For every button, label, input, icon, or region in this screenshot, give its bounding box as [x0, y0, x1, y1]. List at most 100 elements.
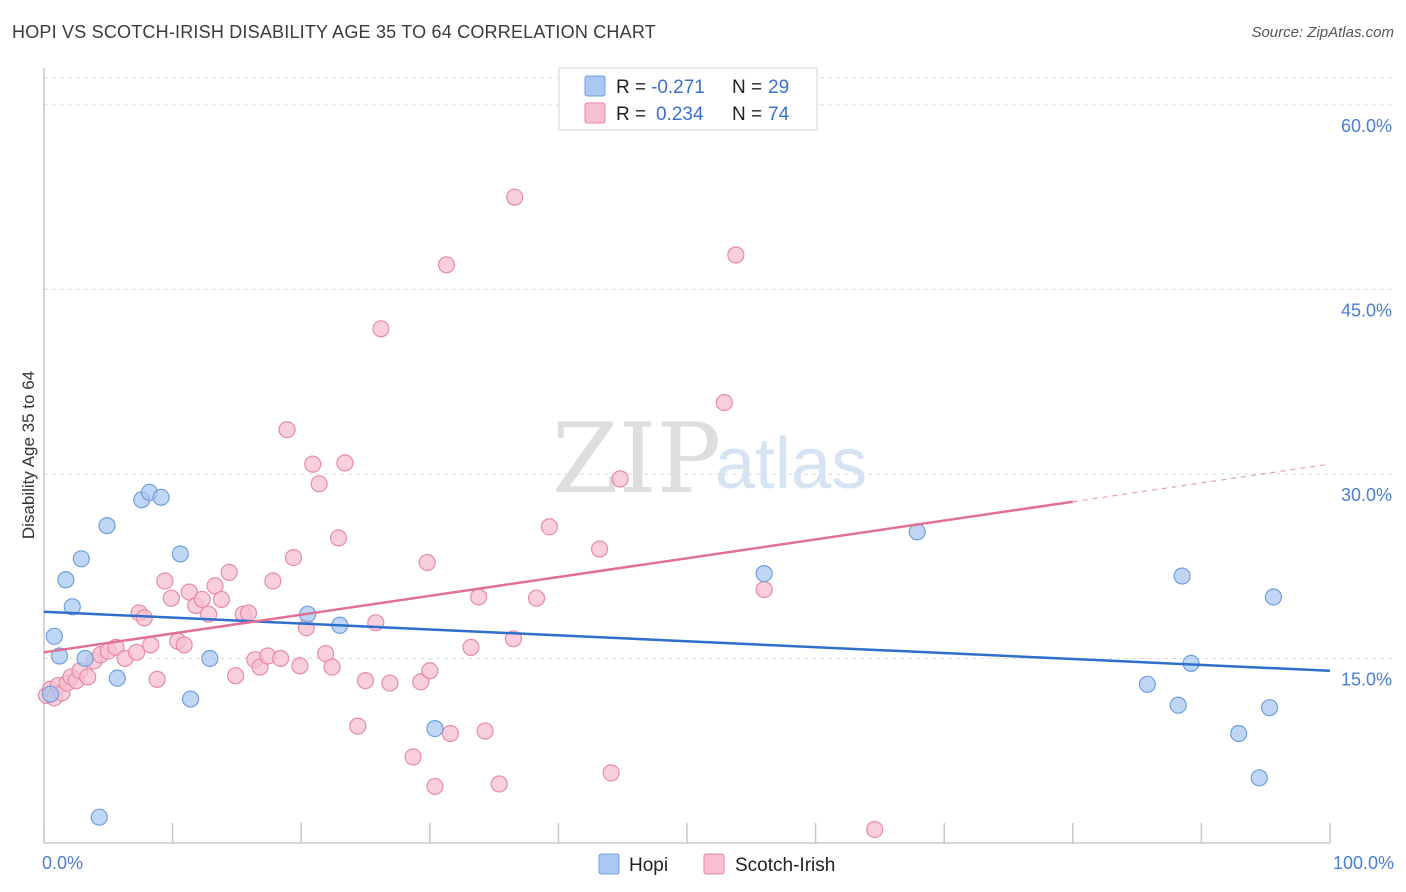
scotch-irish-point-21 [162, 589, 180, 607]
hopi-point-9 [108, 669, 126, 687]
scotch-irish-point-60 [441, 724, 459, 743]
hopi-point-0 [41, 685, 60, 703]
scotch-irish-point-9 [79, 668, 97, 686]
scotch-irish-point-30 [220, 563, 238, 581]
scotch-irish-trend-line [43, 500, 1073, 654]
scotch-irish-point-59 [437, 256, 456, 274]
hopi-point-7 [90, 808, 108, 826]
y-tick-labels: 15.0% 30.0% 45.0% 60.0% [1341, 116, 1392, 690]
scotch-irish-point-55 [412, 673, 430, 691]
hopi-point-2 [50, 647, 69, 665]
scotch-irish-point-61 [462, 638, 480, 657]
scotch-irish-point-58 [426, 777, 444, 796]
y-tick-label-0: 15.0% [1341, 669, 1392, 689]
scotch-irish-point-41 [291, 657, 309, 675]
scotch-irish-point-29 [212, 590, 231, 609]
hopi-point-5 [72, 550, 90, 568]
scotch-irish-point-70 [602, 764, 620, 782]
x-tick-label-1: 100.0% [1333, 853, 1394, 873]
scotch-irish-point-15 [127, 643, 146, 661]
scotch-irish-point-57 [421, 662, 439, 680]
hopi-point-1 [45, 627, 63, 645]
legend-r-label-hopi: R = [616, 77, 646, 98]
scotch-irish-point-50 [356, 672, 375, 690]
scotch-irish-point-66 [506, 188, 524, 206]
scotch-irish-point-62 [470, 588, 488, 606]
legend-r-value-scotch-irish: 0.234 [656, 104, 704, 125]
trend-lines [43, 463, 1331, 673]
scotch-irish-point-18 [142, 636, 160, 654]
scotch-irish-point-53 [381, 674, 399, 692]
y-tick-label-2: 45.0% [1341, 300, 1392, 320]
legend-n-label-hopi: N = [732, 77, 762, 98]
hopi-point-4 [63, 598, 81, 616]
data-points [37, 188, 1283, 839]
hopi-trend-line [43, 610, 1331, 673]
hopi-point-6 [76, 649, 94, 668]
legend-n-value-hopi: 29 [768, 77, 789, 98]
bottom-legend: Hopi Scotch-Irish [598, 853, 835, 876]
hopi-point-26 [1250, 769, 1268, 787]
hopi-point-21 [1138, 675, 1156, 693]
scotch-irish-point-23 [175, 636, 193, 654]
scotch-irish-point-37 [264, 572, 282, 590]
source-label: Source: ZipAtlas.com [1251, 24, 1394, 41]
scotch-irish-point-44 [310, 475, 328, 493]
hopi-point-25 [1230, 724, 1248, 743]
bottom-legend-swatch-scotch-irish [703, 853, 725, 875]
scotch-irish-point-48 [336, 454, 354, 472]
x-tick-label-0: 0.0% [42, 853, 83, 873]
scotch-irish-point-64 [490, 775, 508, 793]
scotch-irish-point-54 [404, 748, 422, 766]
hopi-point-13 [171, 545, 189, 563]
scotch-irish-point-49 [349, 717, 367, 735]
watermark-atlas: atlas [715, 424, 867, 504]
chart-title: HOPI VS SCOTCH-IRISH DISABILITY AGE 35 T… [12, 22, 656, 42]
scotch-irish-point-69 [590, 540, 609, 558]
gridlines [44, 77, 1392, 659]
scotch-irish-point-26 [193, 590, 211, 609]
hopi-point-23 [1173, 567, 1191, 585]
scotch-irish-point-39 [278, 421, 296, 439]
scotch-irish-point-72 [715, 394, 733, 412]
scotch-irish-point-73 [727, 246, 745, 264]
scotch-irish-point-31 [227, 667, 245, 685]
scotch-irish-point-63 [476, 722, 494, 740]
scotch-irish-point-68 [540, 518, 558, 536]
watermark: ZIP atlas [552, 403, 867, 515]
scotch-irish-point-52 [372, 320, 390, 338]
scotch-irish-point-19 [148, 670, 166, 688]
scotch-irish-point-46 [323, 658, 341, 676]
scotch-irish-point-65 [504, 630, 522, 648]
bottom-legend-swatch-hopi [598, 853, 620, 875]
scotch-irish-point-56 [418, 553, 436, 572]
legend-n-value-scotch-irish: 74 [768, 104, 790, 125]
scotch-irish-trend-extension [1072, 463, 1331, 503]
scotch-irish-point-75 [866, 820, 884, 839]
hopi-point-3 [57, 571, 75, 589]
hopi-point-28 [1264, 588, 1283, 606]
hopi-point-12 [152, 488, 170, 506]
bottom-legend-label-hopi: Hopi [629, 855, 668, 876]
scotch-irish-point-33 [239, 604, 258, 622]
scotch-irish-point-67 [527, 589, 546, 607]
x-ticks: 0.0% 100.0% [42, 823, 1394, 873]
hopi-point-18 [426, 719, 444, 738]
scotch-irish-point-74 [755, 580, 773, 599]
scotch-irish-point-43 [304, 455, 322, 473]
bottom-legend-label-scotch-irish: Scotch-Irish [735, 855, 835, 876]
y-axis-label: Disability Age 35 to 64 [19, 371, 38, 539]
scotch-irish-point-47 [329, 529, 348, 547]
legend-swatch-scotch-irish [584, 102, 606, 124]
y-tick-label-3: 60.0% [1341, 116, 1392, 136]
hopi-point-15 [201, 649, 219, 668]
legend-swatch-hopi [584, 75, 606, 97]
scotch-irish-point-40 [284, 549, 303, 567]
legend-n-label-scotch-irish: N = [732, 104, 762, 125]
scotch-irish-point-17 [135, 609, 153, 627]
scotch-irish-point-20 [156, 572, 174, 590]
scotch-irish-point-38 [272, 649, 290, 668]
y-tick-label-1: 30.0% [1341, 485, 1392, 505]
hopi-point-8 [98, 517, 116, 535]
